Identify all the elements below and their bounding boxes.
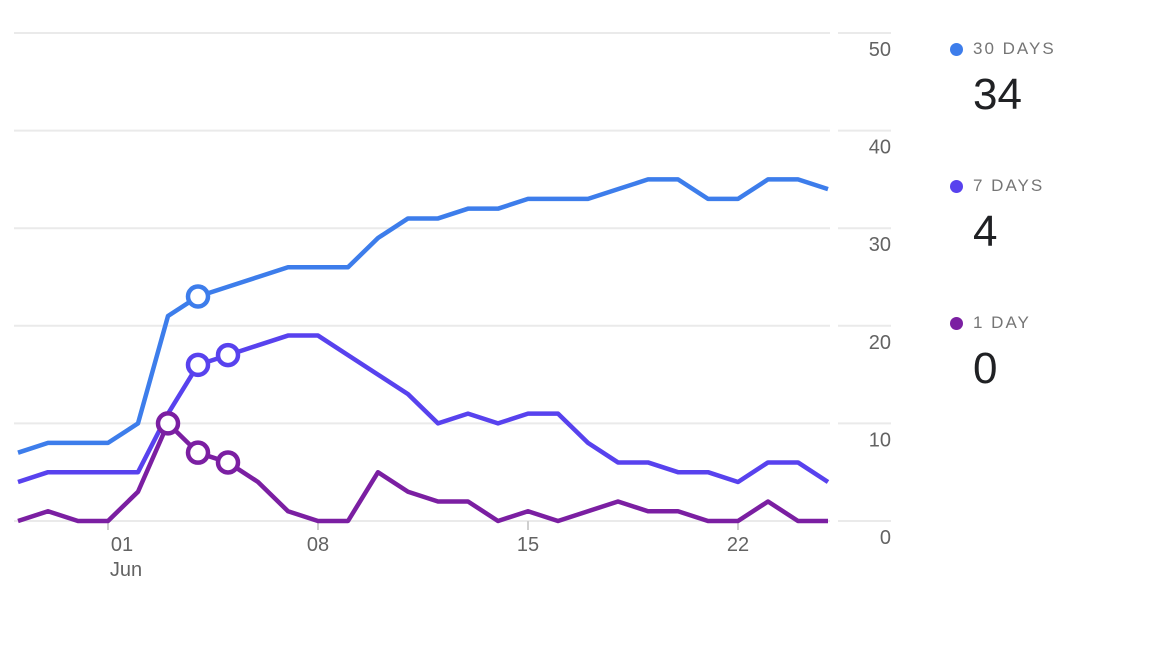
series-marker-7-days [215, 342, 241, 368]
legend-value-30-days: 34 [973, 70, 1022, 119]
x-axis-label: 22 [727, 534, 749, 556]
legend-dot-7-days-icon [950, 179, 963, 193]
legend-value-1-day: 0 [973, 344, 998, 393]
legend-item-30-days: 30 DAYS 34 [950, 37, 1150, 119]
legend-label-row: 7 DAYS [950, 174, 1150, 198]
y-axis-label: 0 [880, 527, 891, 549]
legend: 30 DAYS 34 7 DAYS 4 1 DAY 0 [950, 37, 1150, 448]
series-marker-30-days [185, 284, 211, 309]
x-axis-label: 15 [517, 534, 539, 556]
series-marker-7-days [185, 352, 211, 378]
x-axis-label: 08 [307, 534, 329, 556]
series-marker-1-day [185, 440, 211, 465]
series-line-7-days [17, 333, 830, 485]
legend-dot-1-day-icon [950, 316, 963, 330]
legend-label-row: 1 DAY [950, 311, 1150, 335]
y-axis-label: 50 [869, 39, 891, 61]
series-marker-1-day [215, 450, 241, 475]
series-marker-1-day [155, 411, 181, 436]
y-axis-label: 20 [869, 332, 891, 354]
y-axis-label: 40 [869, 137, 891, 159]
y-axis-label: 10 [869, 429, 891, 451]
legend-item-7-days: 7 DAYS 4 [950, 174, 1150, 256]
legend-dot-30-days-icon [950, 42, 963, 56]
y-axis-label: 30 [869, 234, 891, 256]
series-line-1-day [17, 421, 828, 524]
x-axis-month-label: Jun [110, 559, 142, 581]
legend-value-7-days: 4 [973, 207, 998, 256]
legend-item-1-day: 1 DAY 0 [950, 311, 1150, 393]
line-chart[interactable]: 0 10 20 30 40 50 01 Jun 08 15 22 [0, 0, 910, 660]
legend-label-1-day: 1 DAY [973, 313, 1031, 332]
series-line-30-days [17, 177, 829, 455]
legend-label-row: 30 DAYS [950, 37, 1150, 61]
legend-label-7-days: 7 DAYS [973, 176, 1045, 195]
legend-label-30-days: 30 DAYS [973, 39, 1056, 58]
x-axis-label: 01 [111, 534, 133, 556]
